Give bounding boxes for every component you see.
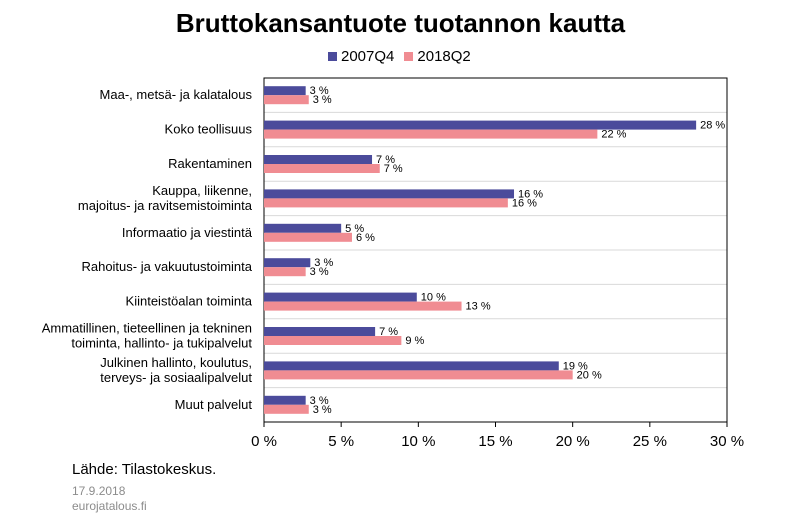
bar-2007q4-1 bbox=[264, 120, 697, 130]
bar-2018q2-3 bbox=[264, 198, 508, 208]
value-label-2018q2-6: 13 % bbox=[466, 301, 491, 313]
legend-label-2007q4: 2007Q4 bbox=[341, 48, 395, 65]
bar-2018q2-0 bbox=[264, 95, 309, 105]
value-label-2007q4-4: 5 % bbox=[345, 223, 364, 235]
bar-2018q2-6 bbox=[264, 301, 462, 311]
x-tick-label: 30 % bbox=[710, 433, 744, 450]
category-label-3: majoitus- ja ravitsemistoiminta bbox=[78, 198, 253, 213]
category-label-5: Rahoitus- ja vakuutustoiminta bbox=[81, 259, 252, 274]
value-label-2007q4-7: 7 % bbox=[379, 326, 398, 338]
bar-2007q4-5 bbox=[264, 258, 311, 268]
category-label-3: Kauppa, liikenne, bbox=[152, 183, 252, 198]
value-label-2018q2-3: 16 % bbox=[512, 197, 537, 209]
value-label-2018q2-2: 7 % bbox=[384, 163, 403, 175]
category-label-8: Julkinen hallinto, koulutus, bbox=[100, 355, 252, 370]
x-tick-label: 25 % bbox=[633, 433, 667, 450]
category-label-1: Koko teollisuus bbox=[165, 122, 253, 137]
bar-2007q4-9 bbox=[264, 395, 306, 405]
category-label-7: Ammatillinen, tieteellinen ja tekninen bbox=[42, 321, 252, 336]
value-label-2007q4-6: 10 % bbox=[421, 292, 446, 304]
bar-2018q2-2 bbox=[264, 164, 380, 173]
bar-2018q2-5 bbox=[264, 267, 306, 277]
bar-2007q4-7 bbox=[264, 327, 376, 336]
bar-2007q4-8 bbox=[264, 361, 559, 371]
value-label-2007q4-2: 7 % bbox=[376, 154, 395, 166]
category-label-6: Kiinteistöalan toiminta bbox=[126, 294, 253, 309]
bar-2018q2-1 bbox=[264, 129, 598, 139]
category-label-2: Rakentaminen bbox=[168, 156, 252, 171]
category-label-7: toiminta, hallinto- ja tukipalvelut bbox=[71, 336, 252, 351]
bar-2018q2-8 bbox=[264, 370, 573, 380]
bar-2007q4-0 bbox=[264, 86, 306, 96]
value-label-2018q2-8: 20 % bbox=[577, 369, 602, 381]
bar-2007q4-3 bbox=[264, 189, 515, 199]
bar-2018q2-9 bbox=[264, 404, 309, 414]
value-label-2018q2-1: 22 % bbox=[601, 129, 626, 141]
bar-2007q4-2 bbox=[264, 155, 373, 164]
value-label-2007q4-1: 28 % bbox=[700, 120, 725, 132]
bar-2007q4-4 bbox=[264, 223, 342, 233]
legend: 2007Q4 2018Q2 bbox=[328, 48, 481, 65]
legend-swatch-2018q2 bbox=[404, 52, 414, 61]
value-label-2018q2-7: 9 % bbox=[405, 335, 424, 347]
x-tick-label: 10 % bbox=[401, 433, 435, 450]
value-label-2007q4-0: 3 % bbox=[310, 85, 329, 97]
x-tick-label: 20 % bbox=[556, 433, 590, 450]
legend-item-2018q2: 2018Q2 bbox=[404, 48, 471, 65]
source-text: Lähde: Tilastokeskus. bbox=[72, 461, 217, 478]
value-label-2007q4-3: 16 % bbox=[518, 188, 543, 200]
bar-2018q2-7 bbox=[264, 336, 402, 345]
value-label-2018q2-9: 3 % bbox=[313, 404, 332, 416]
date-text: 17.9.2018 bbox=[72, 484, 126, 498]
value-label-2007q4-8: 19 % bbox=[563, 360, 588, 372]
category-label-8: terveys- ja sosiaalipalvelut bbox=[100, 370, 252, 385]
value-label-2018q2-5: 3 % bbox=[310, 266, 329, 278]
value-label-2018q2-4: 6 % bbox=[356, 232, 375, 244]
category-label-4: Informaatio ja viestintä bbox=[122, 225, 253, 240]
x-tick-label: 0 % bbox=[251, 433, 277, 450]
site-text: eurojatalous.fi bbox=[72, 499, 147, 513]
legend-swatch-2007q4 bbox=[328, 52, 337, 61]
bar-2018q2-4 bbox=[264, 232, 352, 242]
x-tick-label: 15 % bbox=[478, 433, 512, 450]
legend-item-2007q4: 2007Q4 bbox=[328, 48, 394, 65]
legend-label-2018q2: 2018Q2 bbox=[417, 48, 471, 65]
value-label-2007q4-9: 3 % bbox=[310, 395, 329, 407]
value-label-2018q2-0: 3 % bbox=[313, 94, 332, 106]
value-label-2007q4-5: 3 % bbox=[314, 257, 333, 269]
bar-2007q4-6 bbox=[264, 292, 417, 302]
category-label-0: Maa-, metsä- ja kalatalous bbox=[100, 87, 253, 102]
category-label-9: Muut palvelut bbox=[175, 397, 253, 412]
chart-title: Bruttokansantuote tuotannon kautta bbox=[175, 8, 626, 38]
x-tick-label: 5 % bbox=[328, 433, 354, 450]
